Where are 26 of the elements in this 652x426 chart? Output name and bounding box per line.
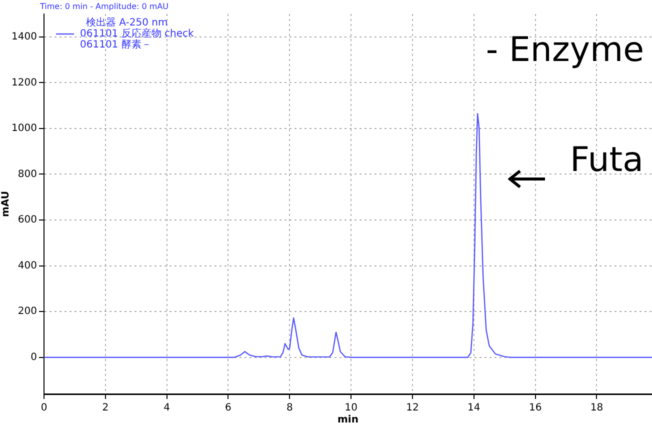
- legend-title: 検出器 A-250 nm: [86, 16, 168, 29]
- legend-label: 061101 反応産物 check: [80, 28, 194, 40]
- x-tick-label: 0: [40, 402, 48, 414]
- text: Time: 0 min - Amplitude: 0 mAU: [39, 2, 169, 12]
- y-tick-label: 1200: [12, 77, 37, 88]
- y-tick-label: 1400: [12, 31, 37, 42]
- annotation: - Enzyme: [486, 30, 644, 70]
- y-axis-title: mAU: [0, 191, 12, 217]
- x-tick-label: 6: [225, 402, 232, 414]
- annotation: 061101 酵素－: [80, 38, 152, 51]
- x-tick-label: 12: [406, 402, 419, 414]
- y-tick-label: 200: [18, 306, 37, 318]
- x-tick-label: 16: [528, 402, 542, 414]
- annotation: Futa: [570, 140, 644, 180]
- x-tick-label: 4: [164, 402, 170, 414]
- x-tick-label: 18: [590, 402, 604, 414]
- x-tick-label: 14: [468, 402, 480, 414]
- x-tick-label: 8: [286, 402, 293, 414]
- y-tick-label: 600: [18, 214, 37, 226]
- y-tick-label: 0: [30, 352, 37, 363]
- y-tick-label: 800: [18, 168, 37, 180]
- x-tick-label: 2: [102, 402, 109, 414]
- y-tick-label: 1000: [12, 123, 37, 134]
- x-tick-label: 10: [344, 402, 358, 414]
- x-axis-title: min: [338, 414, 358, 426]
- y-tick-label: 400: [18, 260, 37, 272]
